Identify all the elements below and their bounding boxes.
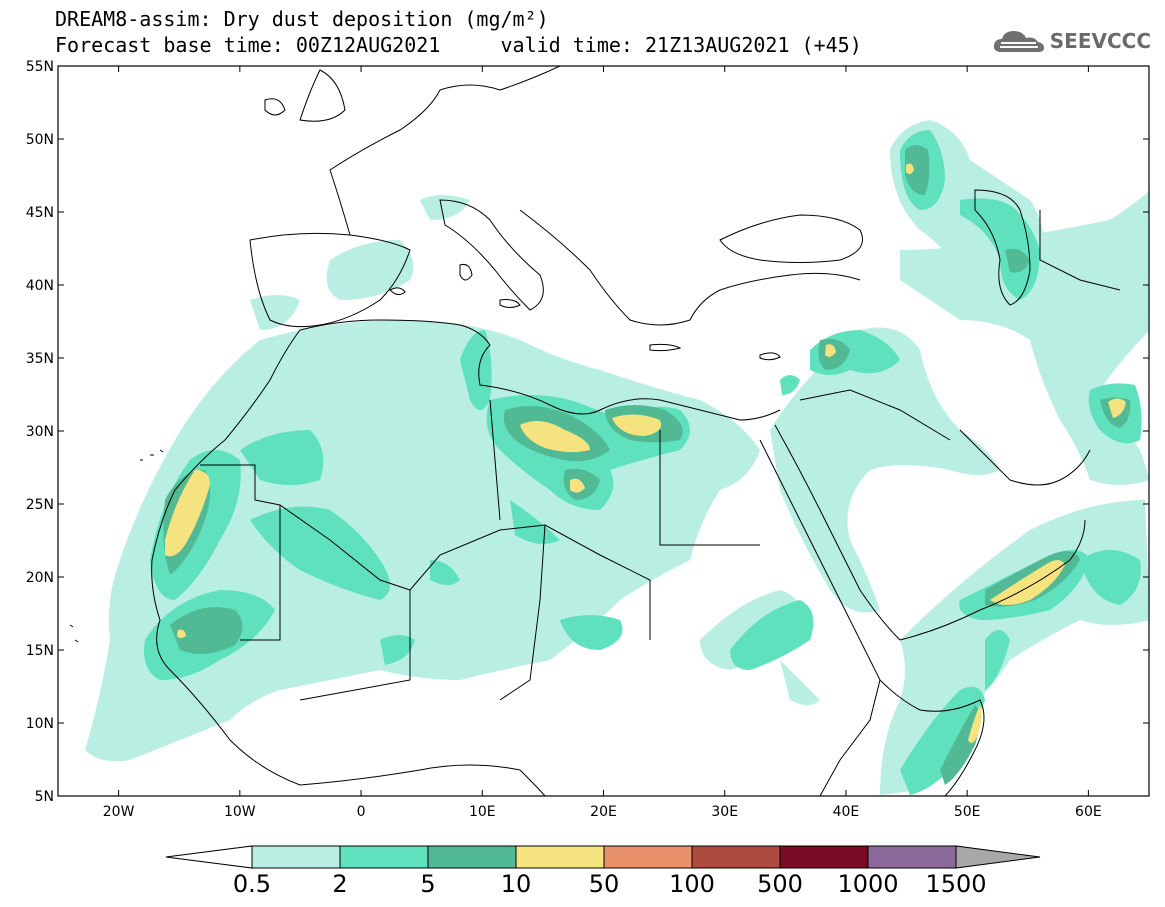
cloud-icon [993,31,1044,52]
map-title: DREAM8-assim: Dry dust deposition (mg/m²… [55,7,549,31]
colorbar-bin [691,845,781,869]
lon-label: 30E [711,804,738,820]
lat-label: 15N [26,643,54,659]
colorbar-label: 10 [501,870,532,898]
lon-label: 50E [954,804,981,820]
forecast-times: Forecast base time: 00Z12AUG2021 valid t… [55,33,862,57]
coastlines [69,66,1121,796]
colorbar-bin [427,845,517,869]
colorbar-label: 500 [757,870,803,898]
colorbar-extend-high [955,845,1041,869]
colorbar-bin [339,845,429,869]
lon-label: 20W [103,804,135,820]
lat-label: 5N [35,789,54,805]
lon-label: 10E [469,804,496,820]
lat-label: 25N [26,497,54,513]
lon-label: 60E [1075,804,1102,820]
lat-label: 50N [26,132,54,148]
lat-label: 20N [26,570,54,586]
lat-label: 40N [26,278,54,294]
colorbar-label: 1000 [837,870,898,898]
lon-label: 10W [224,804,256,820]
lon-label: 0 [357,804,366,820]
logo-text: SEEVCCC [1049,29,1151,53]
colorbar-bin [779,845,869,869]
lat-label: 30N [26,424,54,440]
lat-label: 55N [26,59,54,75]
lon-label: 40E [833,804,860,820]
colorbar-extend-low [165,845,253,869]
colorbar-label: 1500 [925,870,986,898]
longitude-axis: 20W 10W 0 10E 20E 30E 40E 50E 60E [103,66,1102,820]
lat-label: 10N [26,716,54,732]
colorbar-label: 50 [589,870,620,898]
lat-label: 45N [26,205,54,221]
colorbar-bin [251,845,341,869]
lat-label: 35N [26,351,54,367]
colorbar-label: 5 [420,870,435,898]
colorbar-label: 2 [332,870,347,898]
lon-label: 20E [590,804,617,820]
colorbar-bin [867,845,957,869]
seevccc-logo: SEEVCCC [992,26,1151,56]
latitude-axis: 55N 50N 45N 40N 35N 30N 25N 20N 15N 10N 5N [26,59,1149,805]
colorbar-label: 0.5 [233,870,271,898]
colorbar: 0.5 2 5 10 50 100 500 1000 1500 [165,845,1041,898]
colorbar-bin [603,845,693,869]
colorbar-bin [515,845,605,869]
dust-fields [85,120,1149,795]
colorbar-label: 100 [669,870,715,898]
